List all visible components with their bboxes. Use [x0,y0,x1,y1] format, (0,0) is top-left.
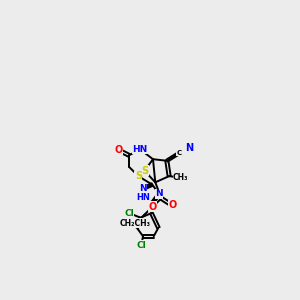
Text: O: O [114,145,122,155]
Text: N: N [139,184,147,193]
Text: N: N [155,189,163,198]
Text: O: O [148,202,156,212]
Text: N: N [185,143,193,153]
Text: HN: HN [132,145,148,154]
Text: HN: HN [136,193,150,202]
Text: CH₃: CH₃ [173,173,188,182]
Text: O: O [168,200,176,210]
Text: Cl: Cl [124,208,134,217]
Text: S: S [135,171,142,181]
Text: S: S [141,166,148,176]
Text: Cl: Cl [136,241,146,250]
Text: C: C [177,150,182,156]
Text: CH₂CH₃: CH₂CH₃ [120,219,151,228]
